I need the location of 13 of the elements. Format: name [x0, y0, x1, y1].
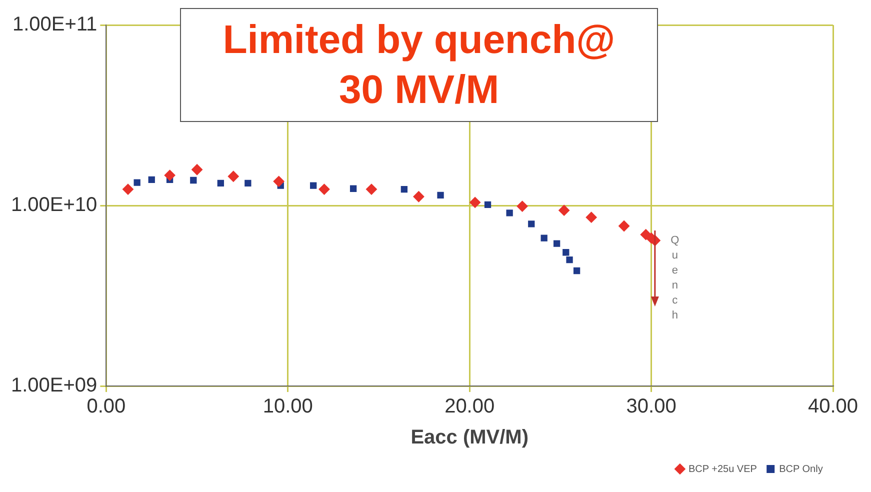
annotation: Quench — [670, 234, 680, 322]
x-tick-label: 10.00 — [262, 396, 313, 418]
y-tick-label: 1.00E+11 — [12, 14, 98, 36]
x-tick-label: 20.00 — [444, 396, 495, 418]
y-tick-label: 1.00E+09 — [10, 374, 98, 397]
legend-label: BCP Only — [779, 464, 823, 475]
x-tick-label: 40.00 — [808, 396, 858, 418]
x-tick-label: 30.00 — [626, 396, 676, 418]
y-tick-label: 1.00E+10 — [10, 194, 98, 216]
x-tick-label: 0.00 — [86, 396, 126, 418]
x-axis-title: Eacc (MV/M) — [410, 426, 528, 449]
chart-title: Limited by quench@ 30 MV/M — [180, 8, 658, 122]
legend-label: BCP +25u VEP — [688, 464, 758, 475]
